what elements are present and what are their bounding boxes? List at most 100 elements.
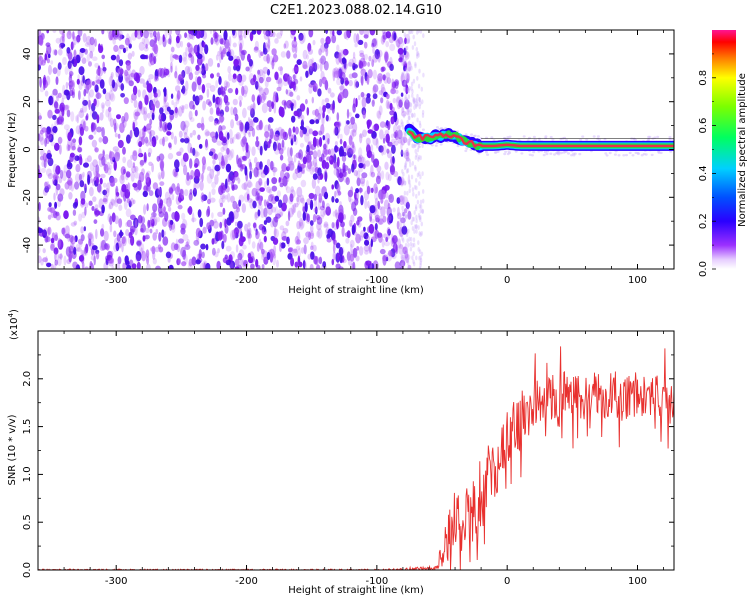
spectrogram-noise-blob (149, 228, 153, 234)
spectrogram-noise-blob (117, 139, 124, 149)
spectrogram-noise-blob (74, 201, 78, 207)
spectrogram-noise-blob (170, 131, 174, 140)
spectrogram-noise-blob (138, 136, 144, 142)
spectrogram-noise-blob (369, 218, 376, 224)
spectrogram-noise-blob (298, 149, 303, 160)
spectrogram-noise-blob (342, 168, 347, 178)
spectrogram-noise-blob (286, 147, 291, 158)
spectrogram-noise-blob (102, 136, 109, 145)
spectrogram-noise-blob (327, 38, 332, 43)
spectrogram-noise-blob (396, 95, 402, 104)
spectrogram-noise-blob (164, 211, 169, 222)
spectrogram-noise-blob (87, 232, 92, 241)
spectrogram-noise-blob (189, 132, 193, 138)
spectrogram-ridge-halo (520, 152, 524, 155)
spectrogram-noise-blob (357, 39, 364, 46)
spectrogram-noise-blob (42, 188, 48, 196)
spectrogram-noise-blob (398, 99, 403, 108)
spectrogram-noise-blob (219, 108, 222, 113)
spectrogram-noise-blob (358, 246, 364, 256)
spectrogram-noise-blob (290, 30, 296, 36)
spectrogram-noise-blob (158, 211, 165, 218)
spectrogram-noise-blob (50, 60, 54, 65)
spectrogram-noise-blob (198, 249, 202, 259)
spectrogram-noise-blob (192, 147, 196, 156)
spectrogram-edge-speckle (403, 190, 407, 196)
spectrogram-noise-blob (144, 94, 149, 106)
spectrogram-noise-blob (332, 71, 336, 82)
spectrogram-noise-blob (75, 244, 80, 252)
spectrogram-noise-blob (313, 207, 318, 213)
spectrogram-noise-blob (150, 216, 154, 224)
spectrogram-edge-speckle (401, 210, 405, 215)
spectrogram-noise-blob (263, 235, 267, 243)
spectrogram-noise-blob (264, 124, 270, 134)
spectrogram-noise-blob (224, 194, 228, 200)
spectrogram-noise-blob (280, 51, 287, 58)
spectrogram-noise-blob (230, 148, 235, 159)
spectrogram-noise-blob (218, 185, 224, 196)
spectrogram-noise-blob (146, 83, 153, 93)
spectrogram-ridge-halo (532, 150, 536, 154)
spectrogram-noise-blob (379, 248, 386, 255)
spectrogram-noise-blob (180, 120, 186, 131)
spectrogram-noise-blob (48, 64, 52, 75)
colorbar-tick-label: 0.0 (698, 261, 709, 277)
spectrogram-noise-blob (367, 200, 370, 209)
spectrogram-noise-blob (126, 198, 131, 204)
spectrogram-noise-blob (66, 169, 72, 179)
spectrogram-noise-blob (245, 66, 250, 72)
spectrogram-noise-blob (176, 243, 181, 253)
spectrogram-noise-blob (260, 208, 265, 219)
spectrogram-noise-blob (315, 119, 320, 124)
spectrogram-noise-blob (318, 193, 323, 203)
spectrogram-noise-blob (52, 49, 58, 56)
spectrogram-noise-blob (294, 261, 299, 268)
spectrogram-noise-blob (216, 260, 221, 269)
spectrogram-noise-blob (147, 30, 153, 35)
spectrogram-y-axis-label: Frequency (Hz) (7, 112, 18, 188)
spectrogram-noise-blob (197, 209, 202, 218)
spectrogram-noise-blob (178, 130, 183, 138)
spectrogram-noise-blob (326, 156, 332, 161)
spectrogram-noise-blob (87, 92, 91, 101)
spectrogram-noise-blob (407, 174, 411, 185)
snr-multiplier-close: ) (9, 309, 20, 313)
spectrogram-noise-blob (53, 192, 56, 201)
spectrogram-noise-blob (243, 181, 248, 191)
spectrogram-noise-blob (41, 127, 47, 133)
spectrogram-noise-blob (278, 199, 283, 208)
spectrogram-noise-blob (113, 230, 117, 238)
spectrogram-noise-blob (82, 103, 88, 113)
spectrogram-noise-blob (192, 30, 198, 37)
spectrogram-noise-blob (137, 179, 142, 191)
spectrogram-noise-blob (66, 47, 71, 54)
spectrogram-noise-blob (309, 264, 314, 269)
spectrogram-noise-blob (243, 85, 249, 95)
spectrogram-noise-blob (371, 42, 375, 48)
spectrogram-noise-blob (308, 85, 313, 94)
spectrogram-noise-blob (264, 164, 268, 176)
spectrogram-noise-blob (298, 32, 304, 41)
spectrogram-noise-blob (162, 230, 167, 237)
spectrogram-noise-blob (78, 173, 83, 181)
spectrogram-noise-blob (289, 193, 294, 203)
spectrogram-noise-blob (377, 200, 381, 210)
spectrogram-noise-blob (322, 261, 327, 268)
spectrogram-ridge-halo (581, 135, 585, 138)
spectrogram-noise-blob (78, 213, 83, 222)
snr-multiplier-base: (x10 (9, 317, 20, 340)
spectrogram-noise-blob (390, 133, 394, 139)
spectrogram-noise-blob (195, 76, 198, 87)
spectrogram-noise-blob (250, 78, 256, 86)
spectrogram-noise-blob (361, 97, 367, 108)
spectrogram-noise-blob (306, 213, 310, 223)
spectrogram-noise-blob (334, 209, 338, 217)
spectrogram-noise-blob (382, 144, 387, 156)
spectrogram-noise-blob (238, 194, 245, 203)
spectrogram-noise-blob (113, 244, 119, 253)
spectrogram-noise-blob (50, 237, 55, 244)
spectrogram-noise-blob (315, 185, 321, 197)
spectrogram-noise-blob (190, 169, 195, 180)
spectrogram-noise-blob (221, 240, 225, 250)
